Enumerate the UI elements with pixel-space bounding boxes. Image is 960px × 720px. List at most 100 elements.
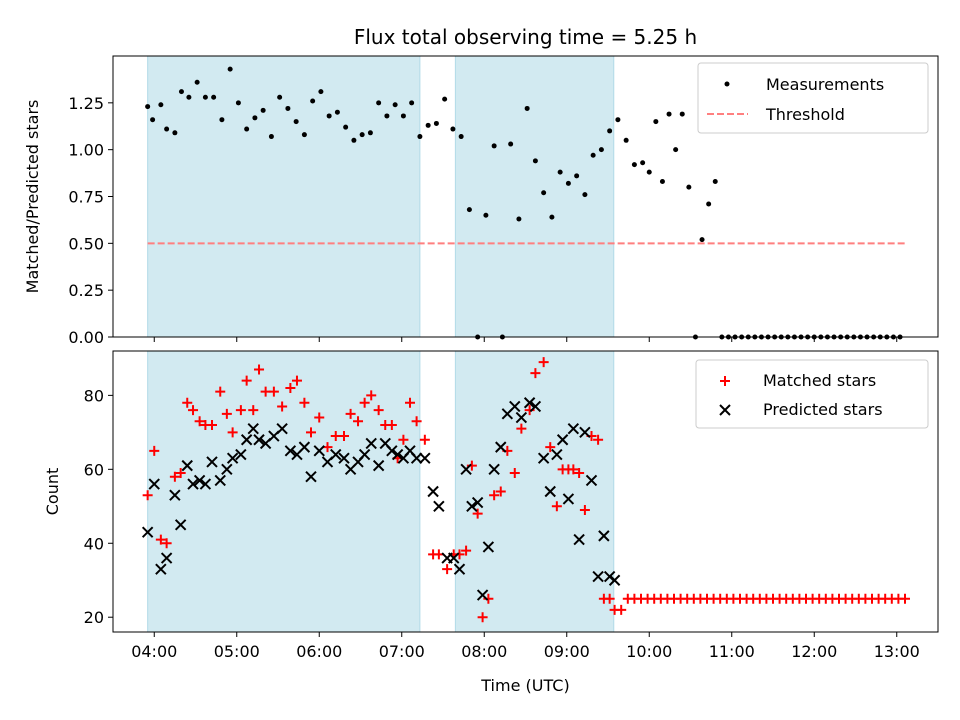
y-tick-label: 1.25 bbox=[68, 94, 104, 113]
matched-star-point bbox=[221, 408, 232, 419]
predicted-star-point bbox=[433, 500, 445, 512]
measurement-point bbox=[653, 119, 659, 125]
measurement-point bbox=[623, 137, 629, 143]
bottom-axes-frame bbox=[112, 350, 939, 633]
top-x-ticks bbox=[153, 337, 898, 342]
predicted-star-point bbox=[240, 434, 253, 446]
measurement-point bbox=[318, 89, 324, 95]
predicted-star-point bbox=[544, 485, 556, 498]
matched-star-point bbox=[593, 434, 604, 445]
x-tick-label: 04:00 bbox=[131, 642, 177, 661]
predicted-star-point bbox=[313, 445, 325, 457]
matched-star-point bbox=[477, 612, 488, 623]
matched-star-point bbox=[194, 416, 205, 427]
y-tick-label: 20 bbox=[84, 608, 104, 627]
predicted-star-point bbox=[453, 563, 466, 575]
predicted-star-point bbox=[573, 533, 585, 546]
measurement-point bbox=[158, 102, 164, 108]
bottom-shaded-intervals bbox=[147, 350, 615, 633]
measurement-point bbox=[646, 169, 652, 175]
matched-star-point bbox=[353, 416, 364, 427]
matched-star-point bbox=[207, 419, 217, 430]
matched-star-point bbox=[227, 427, 238, 438]
measurement-point bbox=[712, 179, 718, 185]
predicted-star-point bbox=[206, 456, 218, 468]
predicted-star-point bbox=[330, 448, 342, 461]
y-tick-label: 0.75 bbox=[68, 188, 104, 207]
legend-predicted-marker bbox=[719, 404, 731, 416]
measurement-point bbox=[334, 109, 340, 115]
measurement-point bbox=[574, 173, 580, 179]
matched-star-point bbox=[579, 504, 590, 515]
predicted-star-point bbox=[592, 570, 604, 583]
matched-star-point bbox=[509, 468, 520, 479]
predicted-star-point bbox=[529, 400, 542, 413]
measurement-point bbox=[541, 190, 547, 196]
x-tick-label: 09:00 bbox=[544, 642, 590, 661]
matched-star-point bbox=[291, 375, 302, 386]
x-tick-label: 07:00 bbox=[379, 642, 425, 661]
measurement-point bbox=[384, 113, 390, 119]
y-tick-label: 0.00 bbox=[68, 328, 104, 347]
predicted-star-point bbox=[556, 434, 569, 446]
matched-star-point bbox=[268, 386, 279, 397]
measurement-point bbox=[202, 94, 208, 100]
predicted-star-point bbox=[221, 463, 233, 476]
measurement-point bbox=[433, 120, 439, 126]
bottom-x-ticks: 04:00 05:00 06:00 07:00 08:00 09:00 10:00 11:00… bbox=[131, 632, 920, 661]
legend-matched-label: Matched stars bbox=[763, 371, 876, 390]
legend-measurements-label: Measurements bbox=[766, 75, 884, 94]
matched-star-point bbox=[254, 364, 265, 375]
measurement-point bbox=[194, 79, 200, 85]
legend-plus-glyph bbox=[720, 376, 730, 386]
legend-x-glyph bbox=[719, 404, 731, 416]
predicted-star-point bbox=[298, 441, 311, 453]
predicted-star-point bbox=[155, 563, 167, 575]
matched-star-point bbox=[366, 390, 377, 401]
matched-star-point bbox=[182, 397, 193, 408]
measurement-point bbox=[666, 111, 672, 117]
predicted-star-point bbox=[386, 445, 398, 457]
measurement-point bbox=[640, 160, 646, 166]
top-axes-frame bbox=[112, 55, 939, 338]
measurement-point bbox=[351, 137, 357, 143]
matched-star-point bbox=[169, 471, 180, 482]
bottom-panel: 20 40 60 80 04:00 05:00 06:00 07:00 08:00 09:00 1… bbox=[43, 350, 939, 695]
matched-star-point bbox=[461, 545, 472, 556]
bottom-legend: Matched stars Predicted stars bbox=[695, 359, 929, 429]
matched-star-point bbox=[516, 423, 527, 434]
predicted-star-point bbox=[391, 448, 404, 461]
y-tick-label: 40 bbox=[84, 534, 104, 553]
measurement-point bbox=[679, 111, 685, 117]
measurement-point bbox=[178, 89, 184, 95]
matched-star-point bbox=[411, 416, 422, 427]
measurement-point bbox=[442, 96, 448, 102]
measurement-point bbox=[458, 134, 464, 140]
matched-star-point bbox=[495, 486, 506, 497]
measurement-point bbox=[376, 100, 382, 106]
measurement-point bbox=[164, 126, 170, 132]
matched-star-point bbox=[241, 375, 252, 386]
predicted-star-point bbox=[509, 400, 521, 413]
measurement-point bbox=[310, 98, 316, 104]
matched-star-point bbox=[149, 445, 160, 456]
measurement-point bbox=[285, 105, 291, 111]
bottom-series bbox=[141, 357, 910, 623]
x-tick-label: 08:00 bbox=[461, 642, 507, 661]
predicted-star-point bbox=[460, 463, 472, 476]
top-shaded-intervals bbox=[147, 55, 615, 338]
matched-star-point bbox=[398, 434, 409, 445]
measurement-point bbox=[483, 212, 489, 218]
y-tick-label: 1.00 bbox=[68, 141, 104, 160]
predicted-star-point bbox=[608, 574, 621, 586]
measurement-point bbox=[293, 119, 299, 125]
matched-star-point bbox=[339, 431, 349, 442]
predicted-star-point bbox=[358, 448, 371, 461]
matched-star-point bbox=[155, 534, 166, 545]
y-tick-label: 60 bbox=[84, 460, 104, 479]
measurement-point bbox=[326, 113, 332, 119]
measurement-point bbox=[607, 128, 613, 134]
measurement-point bbox=[557, 169, 563, 175]
measurement-point bbox=[532, 158, 538, 164]
